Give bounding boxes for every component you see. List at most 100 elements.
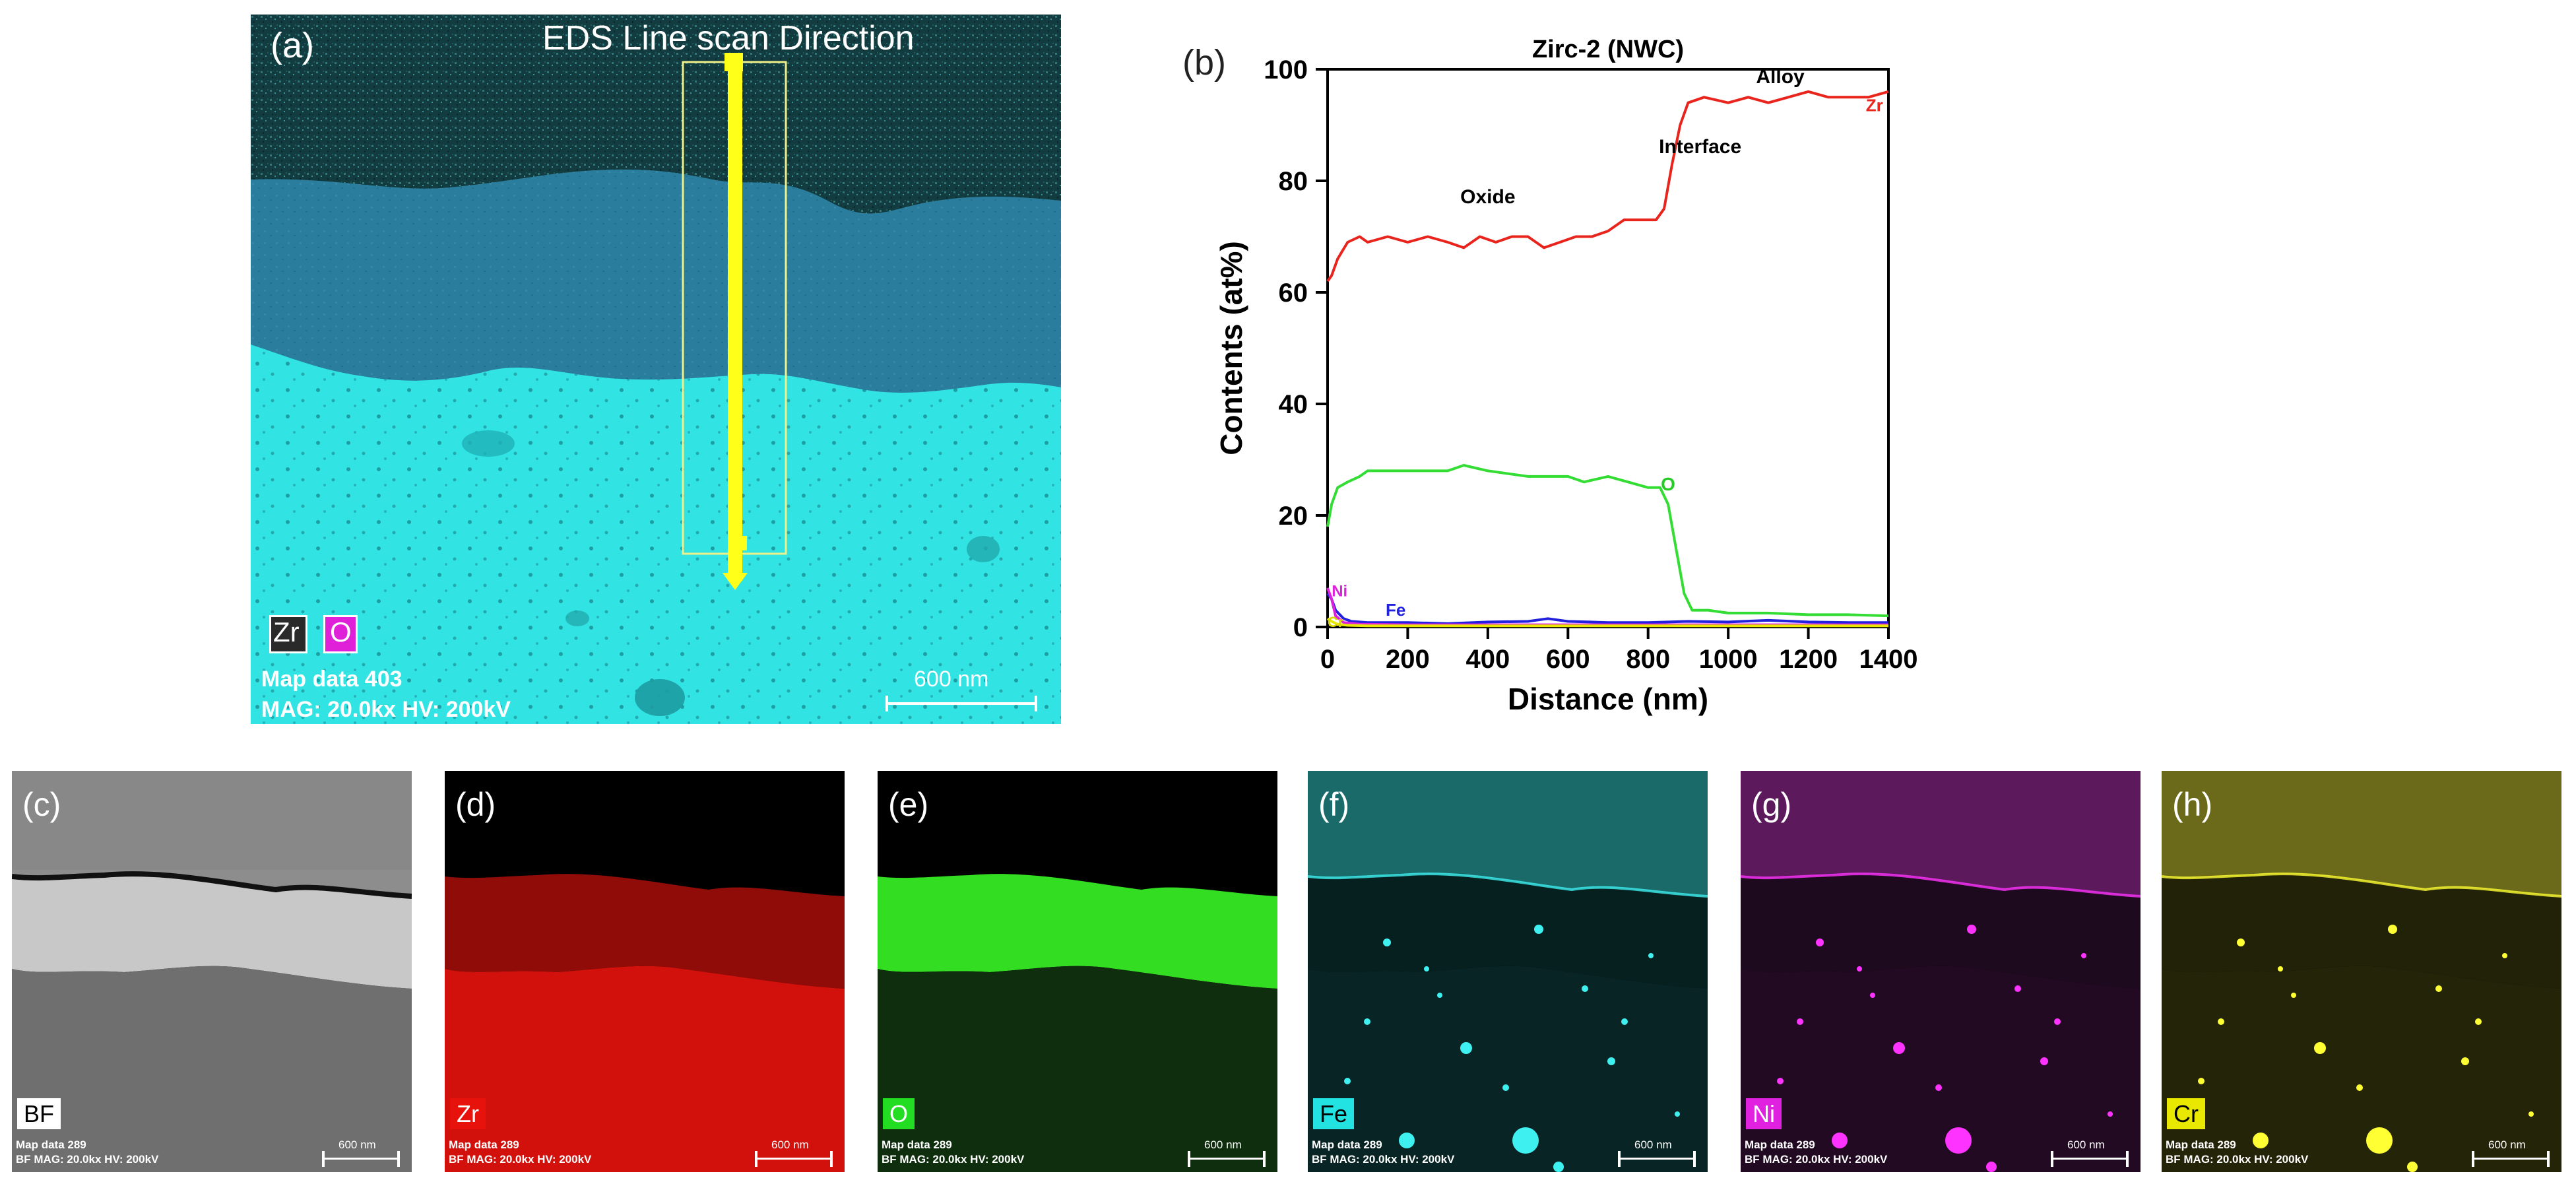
scale-bar bbox=[2472, 1151, 2550, 1167]
precipitate-dot bbox=[2218, 1018, 2224, 1025]
precipitate-dot bbox=[2388, 925, 2397, 934]
alloy-region bbox=[1308, 966, 1708, 1172]
y-tick-label: 80 bbox=[1279, 167, 1308, 196]
panel-a-label: (a) bbox=[271, 26, 314, 65]
series-line-cr bbox=[1326, 617, 1888, 628]
y-axis-label: Contents (at%) bbox=[1214, 241, 1248, 455]
precipitate-dot bbox=[1777, 1078, 1784, 1084]
panel-a-eds-map: (a) EDS Line scan Direction Zr O Map dat… bbox=[251, 15, 1061, 724]
precipitate-dot bbox=[2291, 993, 2296, 998]
panel-a-scale-bar bbox=[886, 696, 1037, 711]
panel-label: (c) bbox=[22, 786, 61, 823]
x-tick-label: 400 bbox=[1465, 645, 1510, 674]
scale-label: 600 nm bbox=[338, 1138, 376, 1151]
panel-image bbox=[878, 771, 1277, 1172]
precipitate-dot bbox=[2502, 953, 2507, 958]
y-tick-label: 60 bbox=[1279, 279, 1308, 308]
precipitate-dot bbox=[1986, 1162, 1997, 1172]
mag-text: BF MAG: 20.0kx HV: 200kV bbox=[16, 1153, 159, 1166]
scale-bar bbox=[1618, 1151, 1696, 1167]
precipitate-dot bbox=[2314, 1042, 2326, 1054]
oxide-layer bbox=[878, 874, 1277, 989]
oxide-layer bbox=[1741, 874, 2141, 989]
panel-a-map-data: Map data 403 bbox=[261, 667, 402, 692]
alloy-region bbox=[878, 966, 1277, 1172]
series-line-zr bbox=[1326, 90, 1889, 282]
precipitate-dot bbox=[2108, 1111, 2113, 1117]
scale-bar bbox=[755, 1151, 833, 1167]
precipitate-dot bbox=[1945, 1127, 1972, 1154]
mag-text: BF MAG: 20.0kx HV: 200kV bbox=[1745, 1153, 1888, 1166]
panel-b-label: (b) bbox=[1182, 43, 1226, 82]
interface-edge bbox=[12, 871, 412, 899]
x-tick-label: 1200 bbox=[1779, 645, 1838, 674]
precipitate-dot bbox=[1675, 1111, 1680, 1117]
oxide-layer bbox=[1308, 874, 1708, 989]
precipitate-dot bbox=[1797, 1018, 1803, 1025]
map-data-text: Map data 289 bbox=[1312, 1138, 1382, 1151]
precipitate-dot bbox=[1832, 1133, 1848, 1148]
panel-cr-map: (h) Cr Map data 289 BF MAG: 20.0kx HV: 200k… bbox=[2162, 771, 2561, 1172]
series-label-ni: Ni bbox=[1332, 583, 1347, 601]
scale-label: 600 nm bbox=[1204, 1138, 1242, 1151]
scale-bar bbox=[322, 1151, 400, 1167]
scale-bar bbox=[2051, 1151, 2129, 1167]
oxide-layer bbox=[2162, 874, 2561, 989]
alloy-region bbox=[1741, 966, 2141, 1172]
mag-text: BF MAG: 20.0kx HV: 200kV bbox=[2166, 1153, 2309, 1166]
panel-a-mag: MAG: 20.0kx HV: 200kV bbox=[261, 697, 511, 722]
element-tag: Zr bbox=[450, 1098, 486, 1130]
interface-edge bbox=[2162, 873, 2561, 898]
y-tick-label: 0 bbox=[1293, 613, 1308, 642]
precipitate-dot bbox=[1582, 985, 1588, 992]
x-tick-label: 800 bbox=[1626, 645, 1670, 674]
precipitate-dot bbox=[2198, 1078, 2205, 1084]
panel-image bbox=[445, 771, 845, 1172]
series-label-o: O bbox=[1661, 474, 1675, 494]
precipitate-dot bbox=[1424, 966, 1429, 972]
precipitate-dot bbox=[1460, 1042, 1472, 1054]
scale-bar bbox=[1188, 1151, 1266, 1167]
precipitate-dot bbox=[2040, 1057, 2048, 1065]
precipitate-dot bbox=[1512, 1127, 1539, 1154]
precipitate-dot bbox=[2278, 966, 2283, 972]
element-tag: Fe bbox=[1313, 1098, 1355, 1130]
top-region bbox=[445, 771, 845, 896]
precipitate-dot bbox=[2253, 1133, 2269, 1148]
precipitate-dot bbox=[1534, 925, 1543, 934]
series-label-zr: Zr bbox=[1866, 95, 1883, 115]
scale-label: 600 nm bbox=[2067, 1138, 2105, 1151]
panel-label: (d) bbox=[455, 786, 496, 823]
panel-zr-map: (d) Zr Map data 289 BF MAG: 20.0kx HV: 200k… bbox=[445, 771, 845, 1172]
panel-o-map: (e) O Map data 289 BF MAG: 20.0kx HV: 200kV… bbox=[878, 771, 1277, 1172]
interface-edge bbox=[1741, 873, 2141, 898]
panel-bf-map: (c) BF Map data 289 BF MAG: 20.0kx HV: 200k… bbox=[12, 771, 412, 1172]
panel-label: (f) bbox=[1318, 786, 1350, 823]
precipitate-dot bbox=[2366, 1127, 2393, 1154]
legend-o-text: O bbox=[330, 616, 352, 647]
scale-label: 600 nm bbox=[2488, 1138, 2526, 1151]
interface-edge bbox=[1308, 873, 1708, 898]
precipitate-dot bbox=[2054, 1018, 2061, 1025]
legend-zr-box bbox=[269, 615, 307, 653]
precipitate-dot bbox=[1399, 1133, 1415, 1148]
annotation-oxide: Oxide bbox=[1460, 186, 1515, 208]
series-label-cr: Cr bbox=[1328, 614, 1344, 630]
precipitate-dot bbox=[2356, 1084, 2363, 1091]
precipitate-dot bbox=[2435, 985, 2442, 992]
top-region bbox=[12, 771, 412, 896]
precipitate-dot bbox=[2475, 1018, 2482, 1025]
scale-label: 600 nm bbox=[771, 1138, 809, 1151]
map-data-text: Map data 289 bbox=[16, 1138, 86, 1151]
precipitate-dot bbox=[1344, 1078, 1351, 1084]
plot-frame bbox=[1326, 68, 1890, 628]
oxide-layer bbox=[12, 874, 412, 989]
element-tag: Cr bbox=[2167, 1098, 2205, 1130]
map-data-text: Map data 289 bbox=[1745, 1138, 1815, 1151]
mag-text: BF MAG: 20.0kx HV: 200kV bbox=[449, 1153, 592, 1166]
panel-ni-map: (g) Ni Map data 289 BF MAG: 20.0kx HV: 200k… bbox=[1741, 771, 2141, 1172]
x-tick-label: 1400 bbox=[1859, 645, 1918, 674]
x-tick-label: 200 bbox=[1386, 645, 1430, 674]
top-region bbox=[1308, 771, 1708, 896]
precipitate-dot bbox=[1621, 1018, 1628, 1025]
